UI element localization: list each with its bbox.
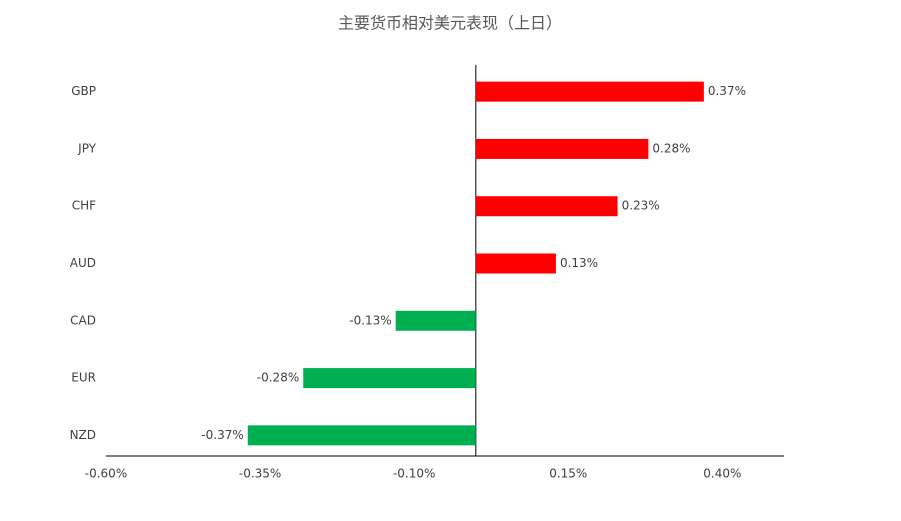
y-tick-label: CAD [70,313,96,327]
x-tick-label: 0.40% [703,467,741,481]
x-tick-label: -0.10% [393,467,435,481]
chart-title: 主要货币相对美元表现（上日） [338,14,562,33]
y-tick-label: EUR [71,371,96,385]
y-tick-label: CHF [72,199,96,213]
value-label: -0.28% [257,371,299,385]
value-label: -0.37% [201,428,243,442]
bar [247,425,476,446]
bar [475,196,618,217]
value-label: 0.28% [652,141,690,155]
value-label: 0.37% [708,84,746,98]
value-label: 0.23% [622,199,660,213]
bar [475,81,704,102]
y-tick-label: JPY [77,141,97,155]
bar [303,368,476,389]
bar [475,138,649,159]
bar [475,253,556,274]
y-tick-label: GBP [71,84,96,98]
value-label: 0.13% [560,256,598,270]
value-label: -0.13% [349,313,391,327]
x-tick-label: 0.15% [549,467,587,481]
bar [395,310,476,331]
y-tick-label: AUD [70,256,96,270]
x-tick-label: -0.35% [239,467,281,481]
x-tick-label: -0.60% [85,467,127,481]
y-tick-label: NZD [70,428,96,442]
